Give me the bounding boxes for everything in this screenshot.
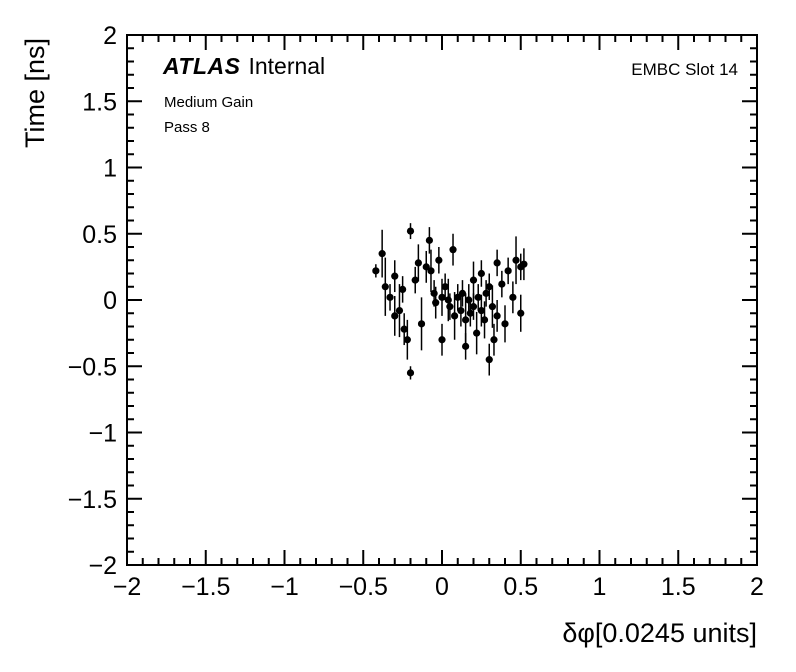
data-point	[391, 272, 399, 280]
x-tick-label: 0.5	[503, 573, 538, 601]
data-point	[480, 316, 489, 324]
data-point	[485, 356, 493, 364]
data-point	[520, 260, 528, 268]
data-point	[386, 293, 394, 301]
atlas-logo-text: ATLAS	[163, 53, 241, 79]
data-point	[406, 369, 415, 377]
data-point	[430, 289, 438, 297]
x-tick-label: 2	[750, 573, 764, 601]
x-axis-title: δφ[0.0245 units]	[562, 618, 757, 648]
data-point	[432, 299, 440, 307]
data-point	[454, 293, 462, 301]
y-tick-label: −0.5	[68, 353, 117, 381]
y-tick-label: 1	[103, 155, 117, 183]
data-point	[378, 250, 386, 258]
data-point	[493, 312, 501, 320]
x-tick-label: 0	[435, 573, 449, 601]
data-point	[469, 276, 478, 284]
gain-label: Medium Gain	[164, 94, 254, 111]
data-point	[462, 316, 470, 324]
data-point	[417, 320, 426, 328]
data-point	[422, 263, 430, 271]
x-tick-label: 1.5	[661, 573, 696, 601]
atlas-internal-label: ATLAS Internal	[163, 53, 325, 80]
data-point	[473, 329, 481, 337]
data-point	[395, 307, 404, 315]
data-point	[465, 296, 473, 304]
data-point	[411, 276, 419, 284]
data-point	[466, 309, 474, 317]
slot-label: EMBC Slot 14	[631, 60, 738, 79]
internal-label: Internal	[248, 53, 326, 79]
data-point	[403, 336, 411, 344]
data-point	[474, 293, 482, 301]
data-point	[372, 267, 380, 275]
data-point	[451, 312, 459, 320]
data-point	[490, 336, 498, 344]
data-point	[512, 256, 520, 264]
x-tick-label: −1.5	[181, 573, 230, 601]
data-point	[435, 256, 443, 264]
data-point	[406, 227, 415, 235]
data-point	[391, 312, 399, 320]
data-point	[477, 307, 485, 315]
data-point	[482, 289, 490, 297]
y-tick-label: −1	[88, 420, 117, 448]
data-point	[501, 320, 509, 328]
x-tick-label: 1	[593, 573, 607, 601]
data-point	[449, 246, 457, 254]
data-point	[504, 267, 512, 275]
data-point	[425, 236, 433, 244]
data-point	[438, 336, 446, 344]
data-point	[498, 280, 506, 288]
data-point	[438, 293, 446, 301]
y-tick-label: 0.5	[82, 221, 117, 249]
y-tick-label: −2	[88, 552, 117, 580]
data-point	[427, 267, 435, 275]
data-point	[469, 303, 478, 311]
data-point	[488, 303, 496, 311]
data-point	[509, 293, 517, 301]
data-point	[462, 342, 470, 350]
data-point	[517, 309, 525, 317]
data-point	[485, 283, 493, 291]
data-point	[444, 296, 452, 304]
y-axis-title: Time [ns]	[20, 38, 50, 148]
data-point	[381, 283, 389, 291]
x-tick-label: −1	[270, 573, 299, 601]
data-point	[414, 259, 422, 267]
y-tick-label: 2	[103, 22, 117, 50]
data-point	[458, 289, 467, 297]
data-point	[441, 283, 449, 291]
y-tick-label: 1.5	[82, 88, 117, 116]
data-point	[477, 269, 485, 278]
y-tick-label: −1.5	[68, 486, 117, 514]
x-tick-label: −0.5	[339, 573, 388, 601]
data-point	[446, 303, 454, 311]
y-tick-label: 0	[103, 287, 117, 315]
data-point	[493, 259, 501, 267]
data-point	[400, 325, 408, 333]
pass-label: Pass 8	[164, 119, 210, 136]
data-point	[457, 307, 465, 315]
x-tick-label: −2	[113, 573, 142, 601]
data-point	[399, 285, 407, 293]
